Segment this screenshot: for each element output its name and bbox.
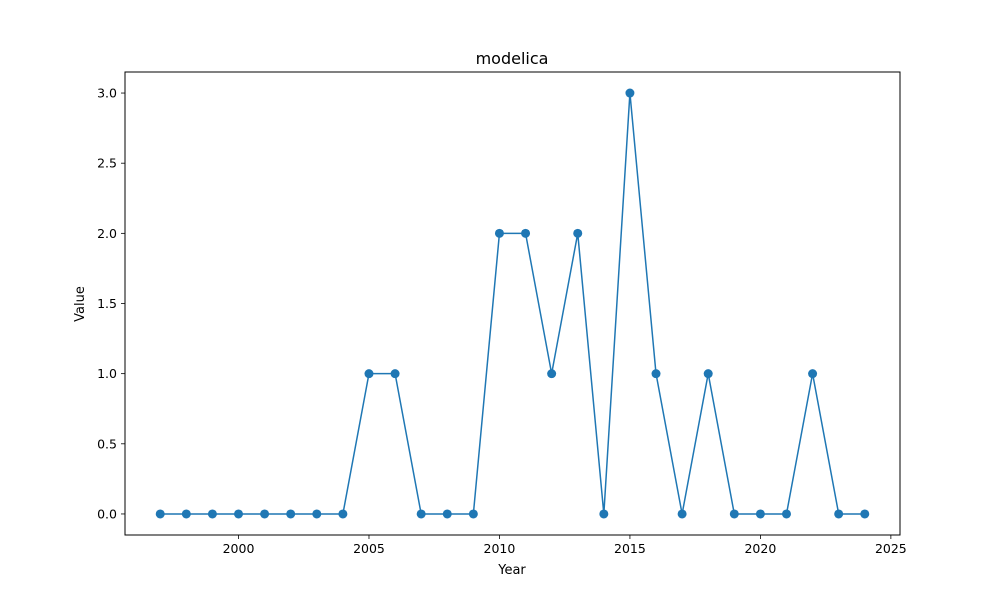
data-point-2017 <box>677 509 687 519</box>
data-point-2015 <box>625 88 635 98</box>
data-point-2012 <box>547 369 557 379</box>
data-point-2018 <box>703 369 713 379</box>
y-tick-label: 0.5 <box>97 436 117 451</box>
data-point-2005 <box>364 369 374 379</box>
data-point-2022 <box>808 369 818 379</box>
axis-ticks: 2000 2005 2010 2015 2020 2025 0.0 0.5 1.0 1.5 2.0 2… <box>97 86 907 556</box>
data-point-2014 <box>599 509 609 519</box>
x-tick-label: 2005 <box>353 541 385 556</box>
y-tick-label: 1.0 <box>97 366 117 381</box>
data-point-2019 <box>729 509 739 519</box>
x-tick-label: 2010 <box>484 541 516 556</box>
data-point-2003 <box>312 509 322 519</box>
data-point-2024 <box>860 509 870 519</box>
chart-title: modelica <box>476 49 549 68</box>
x-tick-label: 2020 <box>744 541 776 556</box>
data-point-1998 <box>181 509 191 519</box>
data-point-2007 <box>416 509 426 519</box>
y-tick-label: 2.0 <box>97 226 117 241</box>
x-tick-label: 2000 <box>223 541 255 556</box>
y-tick-label: 2.5 <box>97 156 117 171</box>
x-tick-label: 2015 <box>614 541 646 556</box>
x-axis-label: Year <box>497 563 526 578</box>
data-point-2002 <box>286 509 296 519</box>
plot-area-frame <box>124 71 901 536</box>
x-tick-label: 2025 <box>875 541 907 556</box>
data-point-2013 <box>573 228 583 238</box>
y-tick-label: 3.0 <box>97 86 117 101</box>
y-tick-label: 1.5 <box>97 296 117 311</box>
data-point-2023 <box>834 509 844 519</box>
data-point-2009 <box>468 509 478 519</box>
data-point-2010 <box>494 228 504 238</box>
data-point-2021 <box>781 509 791 519</box>
data-point-2020 <box>755 509 765 519</box>
data-point-2008 <box>442 509 452 519</box>
data-point-2016 <box>651 369 661 379</box>
data-point-2000 <box>234 509 244 519</box>
data-point-1999 <box>207 509 217 519</box>
data-point-2011 <box>521 228 531 238</box>
data-point-2001 <box>260 509 270 519</box>
series-line <box>160 92 865 515</box>
series-group <box>155 88 870 519</box>
y-axis-label: Value <box>73 286 88 322</box>
data-point-2004 <box>338 509 348 519</box>
data-point-1997 <box>155 509 165 519</box>
y-tick-label: 0.0 <box>97 506 117 521</box>
data-point-2006 <box>390 369 400 379</box>
